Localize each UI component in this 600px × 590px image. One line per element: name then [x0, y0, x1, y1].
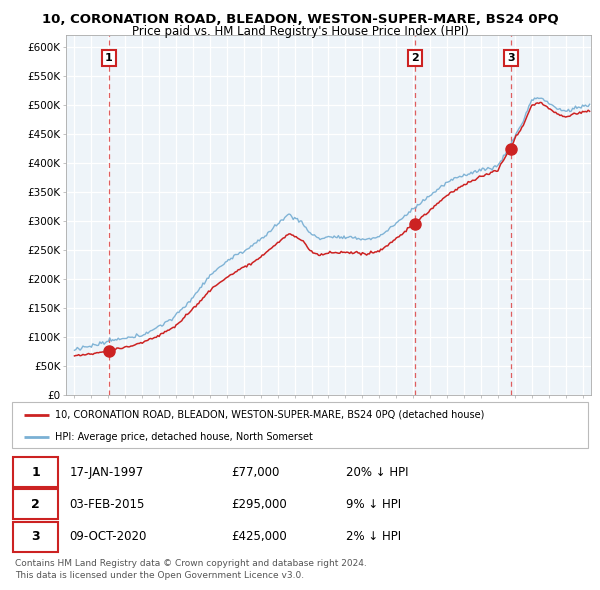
Text: 1: 1	[31, 466, 40, 479]
Text: 20% ↓ HPI: 20% ↓ HPI	[346, 466, 409, 479]
Text: Contains HM Land Registry data © Crown copyright and database right 2024.
This d: Contains HM Land Registry data © Crown c…	[15, 559, 367, 580]
Text: 2: 2	[411, 53, 419, 63]
Text: 3: 3	[507, 53, 515, 63]
Text: 1: 1	[105, 53, 113, 63]
Text: 9% ↓ HPI: 9% ↓ HPI	[346, 498, 401, 511]
Text: 17-JAN-1997: 17-JAN-1997	[70, 466, 144, 479]
Text: 09-OCT-2020: 09-OCT-2020	[70, 530, 147, 543]
Text: 10, CORONATION ROAD, BLEADON, WESTON-SUPER-MARE, BS24 0PQ: 10, CORONATION ROAD, BLEADON, WESTON-SUP…	[41, 13, 559, 26]
FancyBboxPatch shape	[13, 522, 58, 552]
Text: 03-FEB-2015: 03-FEB-2015	[70, 498, 145, 511]
Text: £425,000: £425,000	[231, 530, 287, 543]
Text: 10, CORONATION ROAD, BLEADON, WESTON-SUPER-MARE, BS24 0PQ (detached house): 10, CORONATION ROAD, BLEADON, WESTON-SUP…	[55, 410, 485, 420]
FancyBboxPatch shape	[13, 457, 58, 487]
Text: 2: 2	[31, 498, 40, 511]
Text: HPI: Average price, detached house, North Somerset: HPI: Average price, detached house, Nort…	[55, 432, 313, 442]
FancyBboxPatch shape	[13, 490, 58, 520]
Text: £77,000: £77,000	[231, 466, 279, 479]
Text: Price paid vs. HM Land Registry's House Price Index (HPI): Price paid vs. HM Land Registry's House …	[131, 25, 469, 38]
Text: £295,000: £295,000	[231, 498, 287, 511]
Text: 2% ↓ HPI: 2% ↓ HPI	[346, 530, 401, 543]
Text: 3: 3	[31, 530, 40, 543]
